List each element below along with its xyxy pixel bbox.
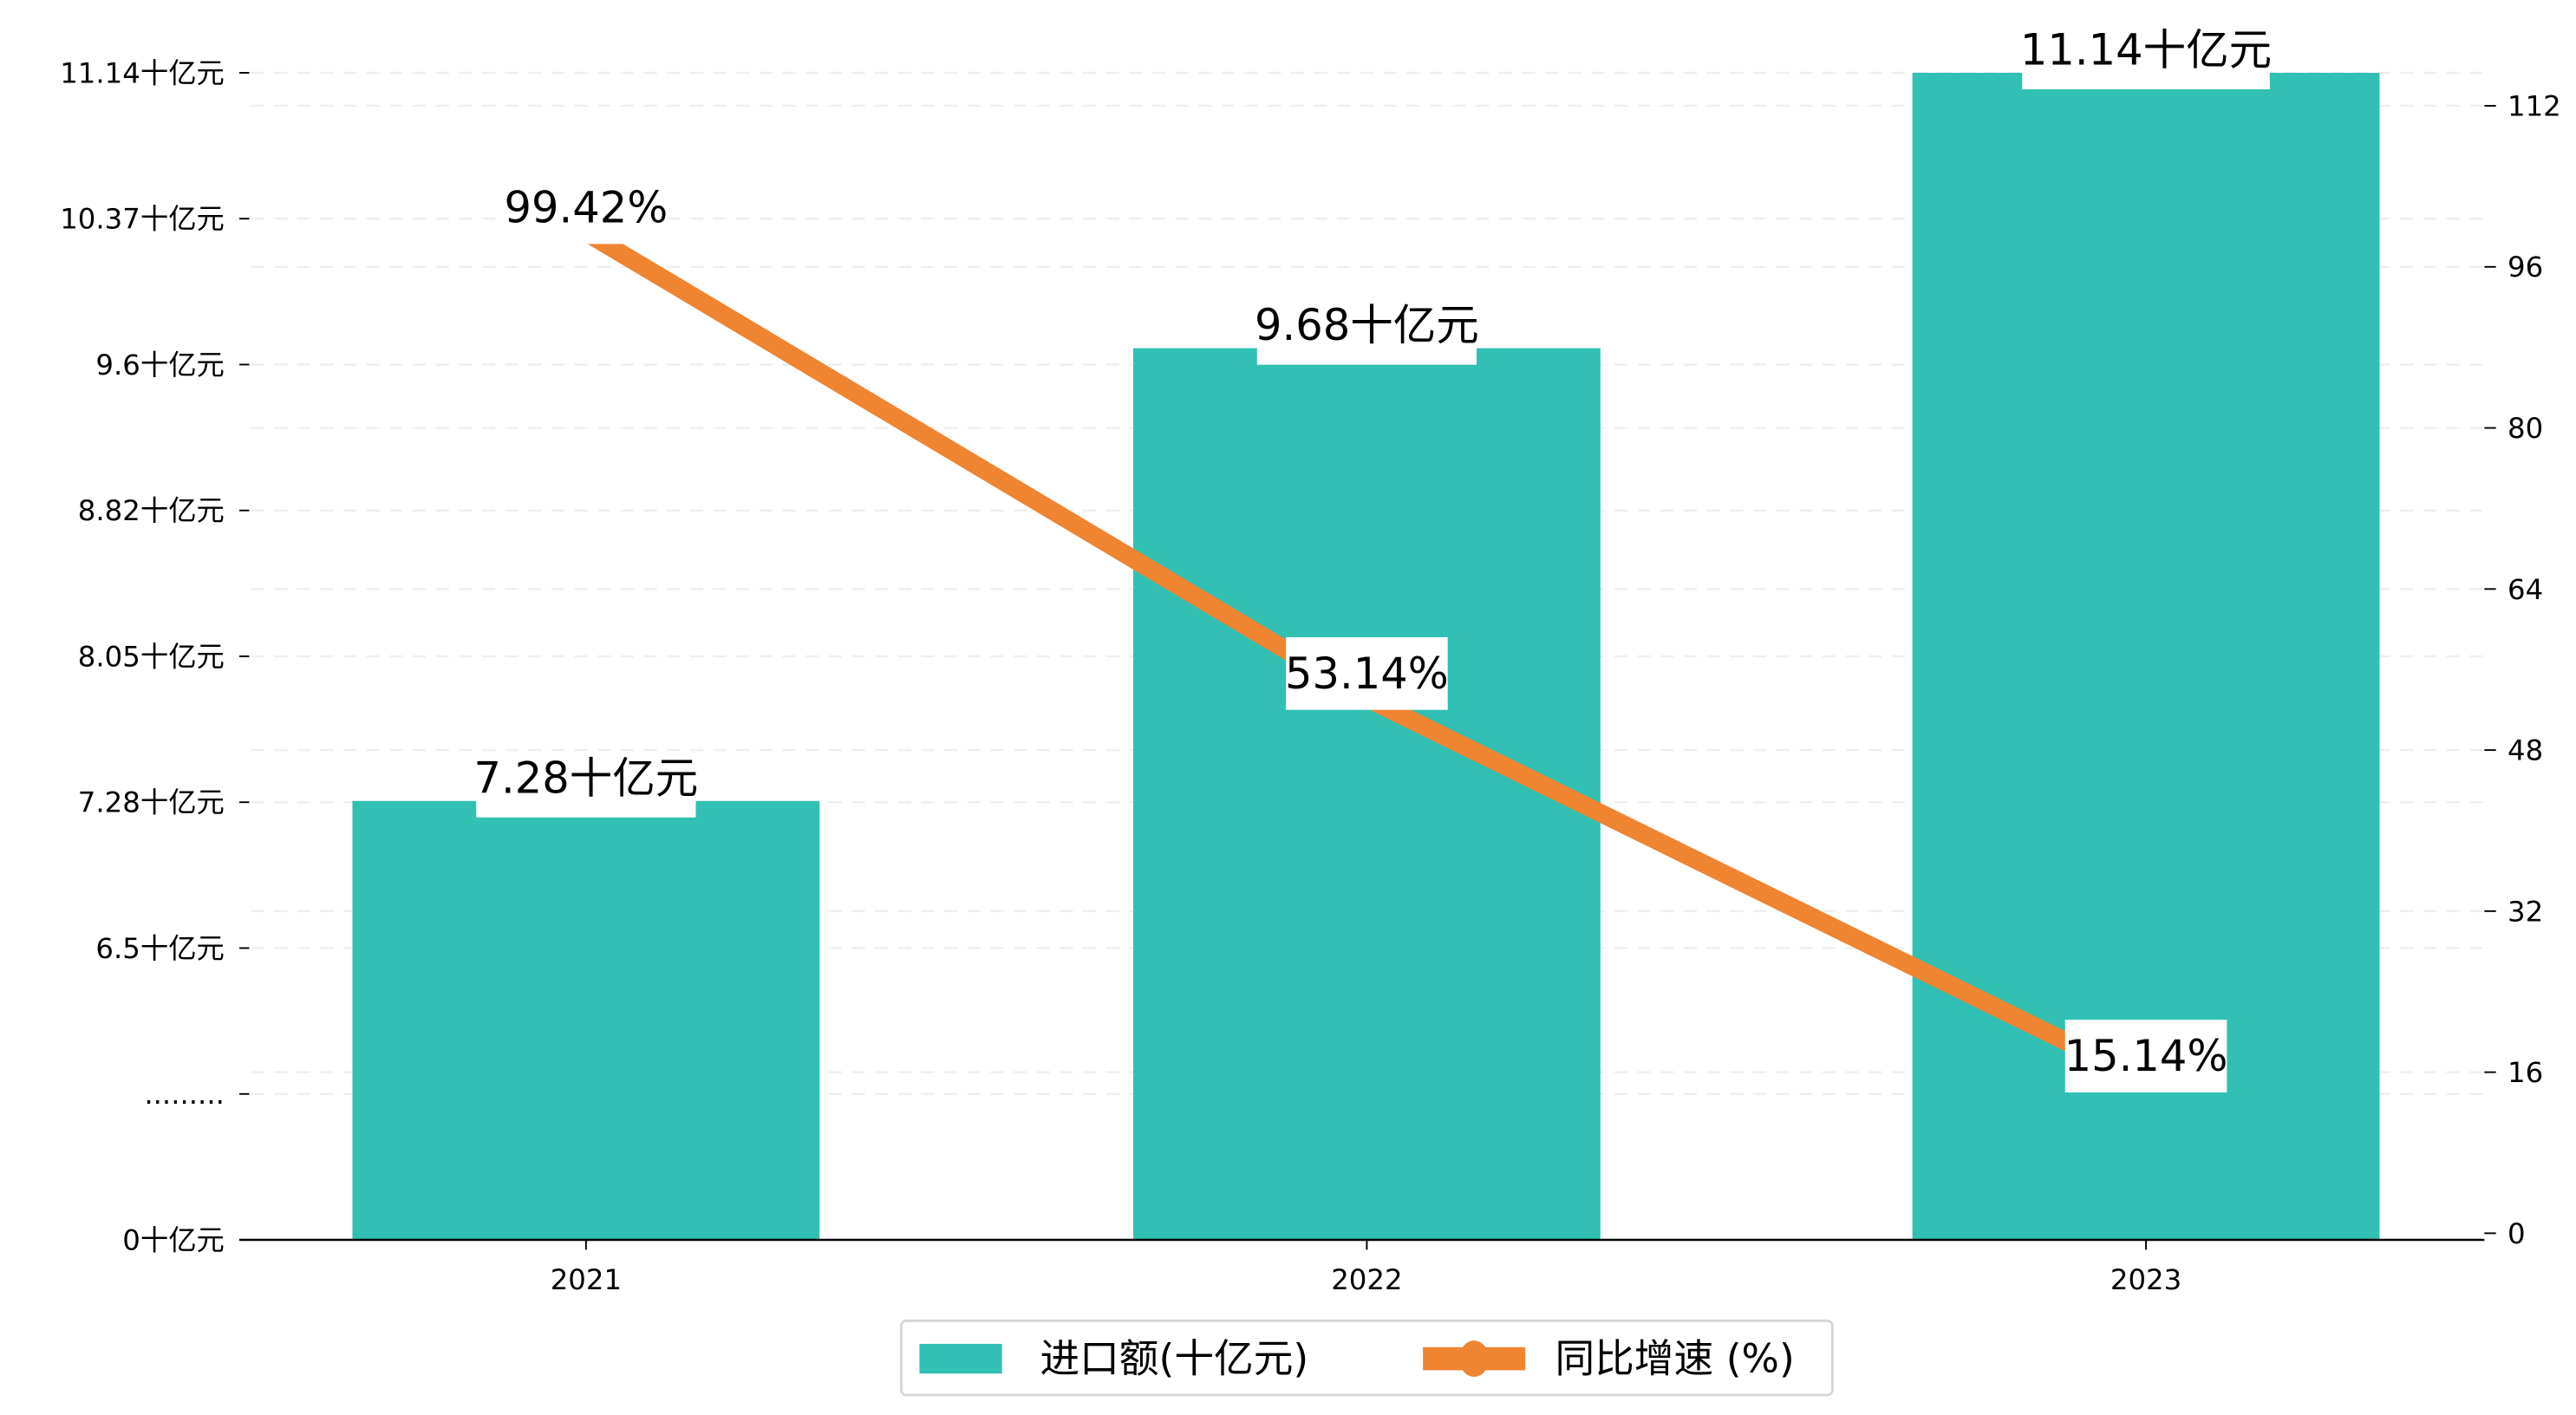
growth-value-label: 53.14% [1285,649,1449,699]
left-tick-label: 11.14十亿元 [60,56,225,89]
right-tick-label: 112 [2508,89,2561,122]
right-tick-label: 0 [2508,1217,2526,1250]
bar-value-label: 9.68十亿元 [1255,300,1479,350]
left-tick-label: 9.6十亿元 [95,349,225,381]
bar-value-label-bg [476,751,696,818]
growth-value-label-bg [1286,636,1448,710]
legend: 进口额(十亿元) 同比增速 (%) [900,1319,1834,1397]
legend-bar-label: 进口额(十亿元) [1040,1335,1308,1381]
legend-line-marker [1459,1340,1490,1378]
right-tick-label: 48 [2508,734,2543,767]
x-tick-label: 2021 [551,1263,622,1296]
left-tick-label: 6.5十亿元 [95,932,225,965]
growth-value-label: 15.14% [2064,1031,2228,1081]
left-tick-label: 8.82十亿元 [78,494,225,527]
right-tick-label: 80 [2508,412,2543,445]
legend-bar-swatch [919,1343,1002,1374]
growth-value-label-bg [505,171,668,245]
right-tick-label: 32 [2508,895,2543,928]
left-tick-label: 8.05十亿元 [78,640,225,673]
right-tick-label: 16 [2508,1056,2543,1089]
right-tick-label: 96 [2508,251,2543,284]
legend-box [900,1319,1834,1397]
bar-value-label-bg [2022,23,2270,89]
bar-2022 [1133,348,1601,1241]
right-tick-label: 64 [2508,573,2543,606]
bar-value-label: 11.14十亿元 [2020,24,2272,75]
data-labels: 7.28十亿元 9.68十亿元 11.14十亿元 99.42% 53.14% 15.14% [474,23,2272,1092]
bar-value-label: 7.28十亿元 [474,753,699,803]
x-tick-label: 2022 [1331,1263,1402,1296]
left-tick-label: 10.37十亿元 [60,203,225,236]
left-tick-label: 0十亿元 [122,1223,225,1256]
left-tick-label: ......... [144,1078,225,1111]
left-tick-label: 7.28十亿元 [78,786,225,819]
x-tick-label: 2023 [2110,1263,2181,1296]
growth-value-label: 99.42% [505,183,668,233]
axes: 0十亿元......... 6.5十亿元 7.28十亿元 8.05十亿元 8.82十亿元… [60,56,2561,1296]
legend-line-label: 同比增速 (%) [1555,1335,1794,1381]
bar-value-label-bg [1256,298,1477,365]
growth-value-label-bg [2064,1020,2227,1092]
bar-2021 [352,800,820,1241]
